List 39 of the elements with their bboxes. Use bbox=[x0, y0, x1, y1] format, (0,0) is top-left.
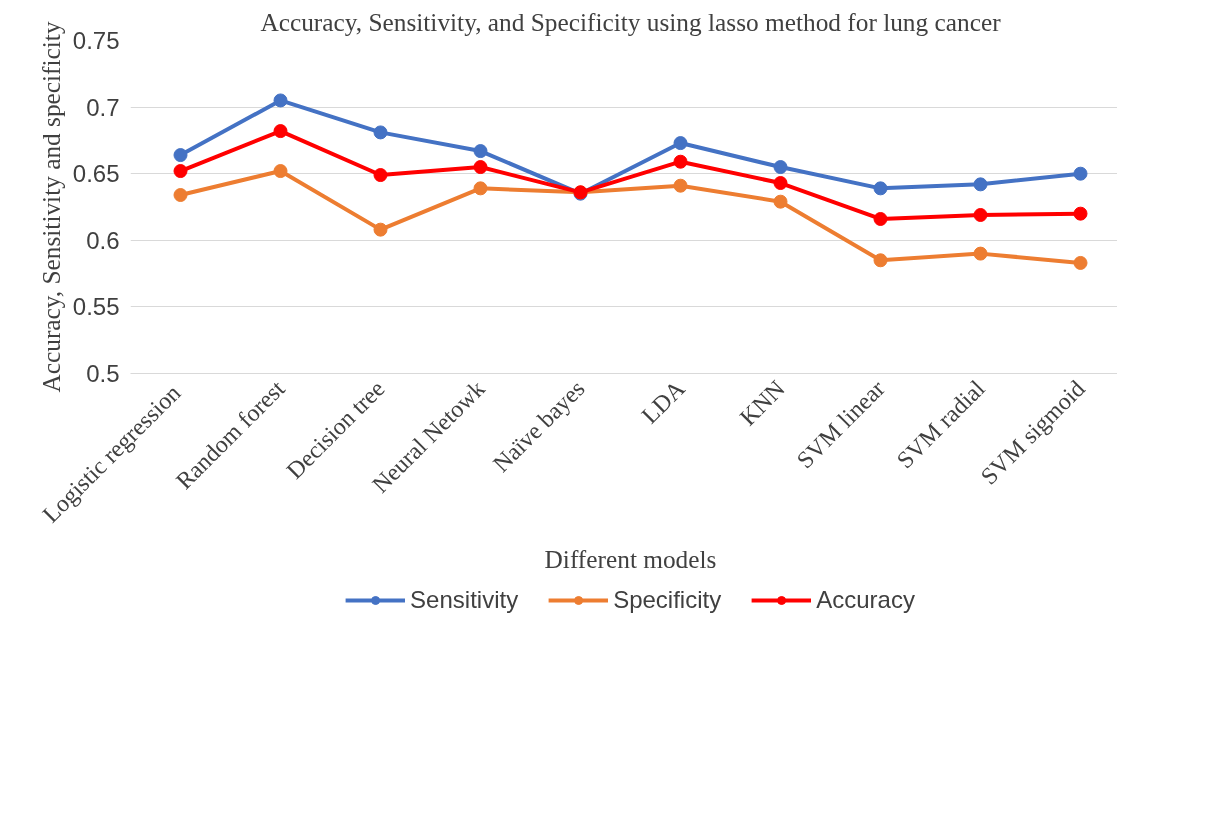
chart-title: Accuracy, Sensitivity, and Specificity using lasso method for lung cancer bbox=[260, 7, 1002, 36]
point bbox=[973, 246, 988, 261]
y-tick-label: 0.6 bbox=[86, 226, 120, 254]
point bbox=[373, 168, 388, 183]
point bbox=[373, 125, 388, 140]
point bbox=[473, 181, 488, 196]
point bbox=[873, 212, 888, 226]
point bbox=[1073, 255, 1088, 270]
point bbox=[173, 148, 188, 163]
point bbox=[873, 253, 888, 268]
y-tick-label: 0.5 bbox=[86, 360, 120, 387]
point bbox=[273, 93, 288, 108]
y-tick-label: 0.7 bbox=[86, 93, 120, 121]
legend-label: Sensitivity bbox=[410, 586, 519, 614]
point bbox=[673, 178, 688, 193]
point bbox=[673, 154, 688, 169]
y-tick-label: 0.75 bbox=[72, 27, 120, 54]
point bbox=[273, 124, 288, 139]
point bbox=[1073, 166, 1088, 181]
y-tick-label: 0.65 bbox=[72, 160, 120, 188]
legend-label: Specificity bbox=[613, 586, 722, 614]
point bbox=[373, 222, 388, 237]
point bbox=[773, 194, 788, 209]
point bbox=[773, 176, 788, 191]
point bbox=[473, 160, 488, 175]
point bbox=[273, 164, 288, 179]
x-axis-title: Different models bbox=[544, 544, 717, 573]
point bbox=[973, 177, 988, 192]
legend-label: Accuracy bbox=[816, 586, 915, 614]
point bbox=[173, 164, 188, 179]
point bbox=[1073, 206, 1088, 221]
point bbox=[473, 144, 488, 159]
point bbox=[973, 208, 988, 222]
y-axis-title: Accuracy, Sensitivity and specificity bbox=[36, 21, 65, 393]
point bbox=[173, 188, 188, 202]
point bbox=[873, 181, 888, 196]
y-tick-label: 0.55 bbox=[72, 293, 120, 321]
point bbox=[773, 160, 788, 175]
point bbox=[673, 136, 688, 151]
